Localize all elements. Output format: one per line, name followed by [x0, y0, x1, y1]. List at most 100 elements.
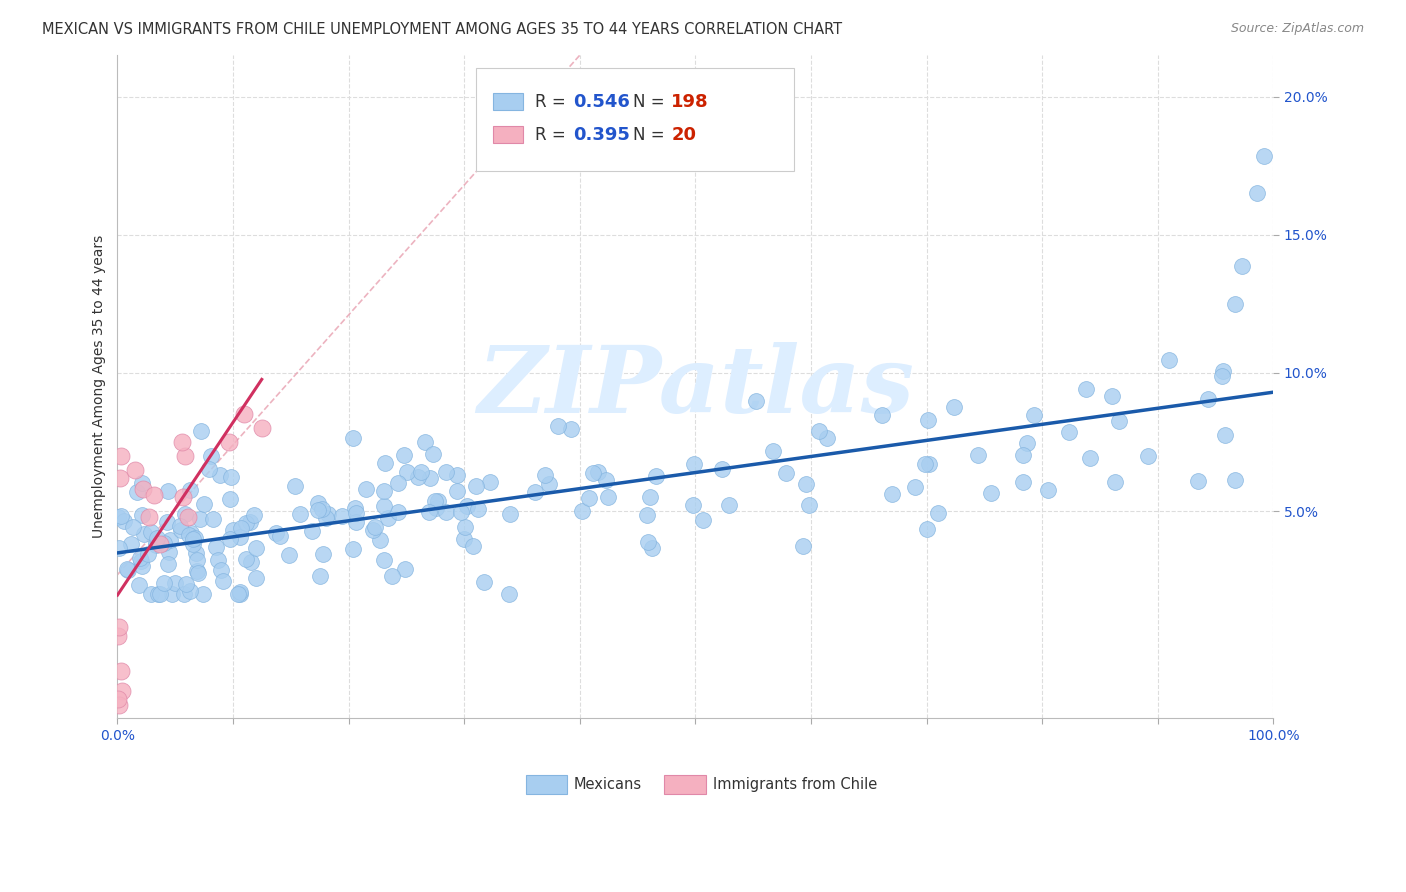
Point	[595, 473, 617, 487]
Point	[186, 565, 208, 579]
Text: N =: N =	[633, 93, 669, 111]
Text: Mexicans: Mexicans	[574, 777, 643, 792]
Point	[143, 487, 166, 501]
Point	[370, 533, 392, 548]
Point	[640, 541, 662, 556]
Point	[450, 505, 472, 519]
Point	[125, 484, 148, 499]
Point	[108, 541, 131, 556]
FancyBboxPatch shape	[494, 126, 523, 144]
Point	[710, 462, 733, 476]
Point	[418, 505, 440, 519]
Point	[131, 558, 153, 573]
Text: Immigrants from Chile: Immigrants from Chile	[713, 777, 877, 792]
FancyBboxPatch shape	[664, 775, 706, 794]
Point	[219, 492, 242, 507]
Point	[373, 499, 395, 513]
Point	[419, 471, 441, 485]
Point	[311, 502, 333, 516]
Point	[138, 509, 160, 524]
Point	[190, 424, 212, 438]
Point	[395, 465, 418, 479]
Point	[927, 506, 949, 520]
Point	[205, 540, 228, 554]
Point	[1011, 475, 1033, 489]
Point	[364, 520, 387, 534]
Point	[361, 524, 384, 538]
Point	[243, 508, 266, 522]
Point	[209, 563, 232, 577]
Point	[278, 548, 301, 562]
Point	[172, 491, 194, 505]
Point	[191, 587, 214, 601]
Point	[245, 541, 267, 555]
Point	[107, 628, 129, 642]
Point	[181, 533, 204, 547]
Point	[180, 525, 202, 540]
Point	[330, 508, 353, 523]
Point	[229, 585, 252, 599]
Point	[463, 539, 485, 553]
Point	[149, 537, 172, 551]
Point	[1136, 449, 1159, 463]
Point	[111, 683, 134, 698]
Point	[1108, 413, 1130, 427]
Text: 0.395: 0.395	[572, 126, 630, 144]
Point	[446, 483, 468, 498]
Point	[186, 546, 208, 560]
Point	[288, 507, 311, 521]
Point	[207, 553, 229, 567]
Point	[456, 499, 478, 513]
Point	[110, 449, 132, 463]
Point	[153, 576, 176, 591]
Point	[571, 504, 593, 518]
Point	[1076, 382, 1098, 396]
Point	[157, 557, 180, 571]
Point	[915, 522, 938, 536]
Point	[1022, 408, 1045, 422]
Point	[377, 511, 399, 525]
Point	[169, 519, 191, 533]
Point	[692, 513, 714, 527]
Point	[131, 475, 153, 490]
Point	[1078, 451, 1101, 466]
Point	[1038, 483, 1060, 497]
Point	[342, 541, 364, 556]
Point	[173, 587, 195, 601]
Point	[1157, 353, 1180, 368]
Point	[269, 529, 291, 543]
Point	[146, 532, 169, 546]
Point	[184, 531, 207, 545]
Point	[235, 516, 257, 531]
Point	[718, 499, 741, 513]
Point	[181, 536, 204, 550]
Point	[917, 458, 939, 472]
Point	[1223, 473, 1246, 487]
Point	[193, 497, 215, 511]
Point	[1212, 364, 1234, 378]
Point	[394, 562, 416, 576]
Point	[307, 496, 329, 510]
Text: ZIPatlas: ZIPatlas	[477, 342, 914, 432]
Point	[169, 523, 191, 537]
Point	[219, 533, 242, 547]
Point	[799, 498, 821, 512]
Point	[406, 469, 429, 483]
Point	[201, 512, 224, 526]
Point	[145, 536, 167, 550]
Point	[153, 536, 176, 550]
Point	[394, 448, 416, 462]
Point	[446, 468, 468, 483]
Point	[775, 466, 797, 480]
Point	[917, 413, 939, 427]
Point	[316, 507, 339, 521]
Point	[434, 466, 457, 480]
Point	[120, 537, 142, 551]
Point	[160, 587, 183, 601]
Point	[423, 493, 446, 508]
Point	[682, 498, 704, 512]
Point	[1246, 186, 1268, 201]
Point	[1101, 389, 1123, 403]
Point	[173, 449, 195, 463]
Point	[943, 400, 966, 414]
